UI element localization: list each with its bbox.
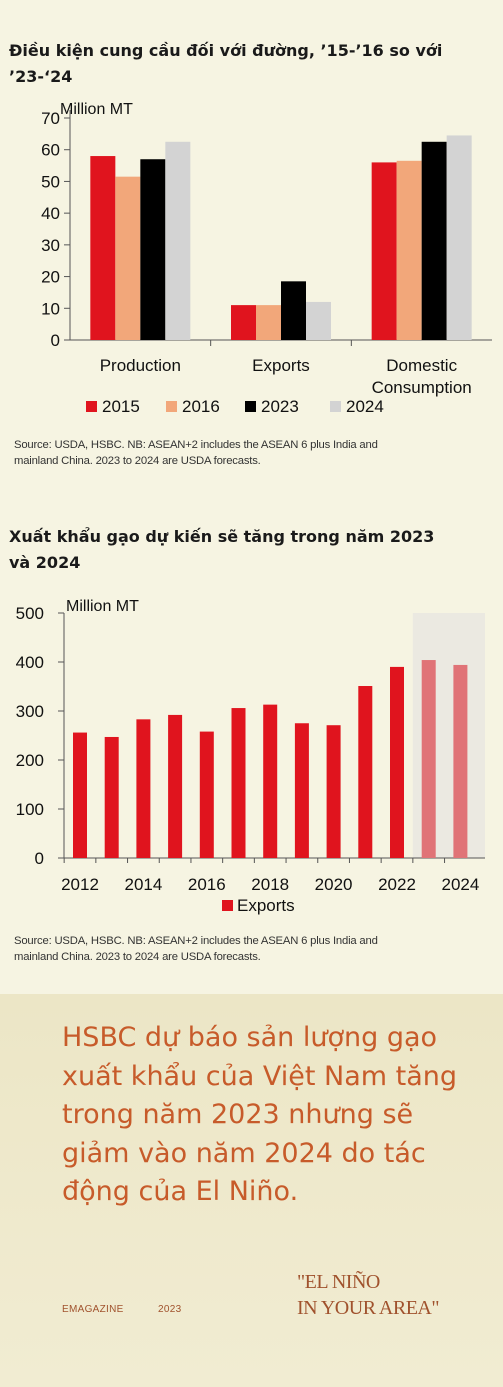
bar-2016-production bbox=[115, 176, 141, 340]
bar-exports-2015 bbox=[168, 714, 183, 858]
bar-exports-2020 bbox=[326, 725, 341, 858]
bar-2023-production bbox=[140, 159, 166, 340]
rice-chart-source-line2: mainland China. 2023 to 2024 are USDA fo… bbox=[14, 951, 261, 963]
legend-label-2016: 2016 bbox=[182, 397, 220, 416]
bar-exports-2013 bbox=[104, 736, 119, 858]
sugar-chart-source: Source: USDA, HSBC. NB: ASEAN+2 includes… bbox=[14, 437, 484, 469]
y-tick-label: 40 bbox=[41, 204, 60, 223]
quote-text: HSBC dự báo sản lượng gạo xuất khẩu của … bbox=[62, 1022, 458, 1207]
legend-swatch-2016 bbox=[166, 401, 177, 412]
bar-exports-2018 bbox=[263, 704, 278, 858]
y-tick-label: 70 bbox=[41, 109, 60, 128]
x-category-label: Domestic Consumption bbox=[372, 356, 472, 397]
rice-chart-heading: Xuất khẩu gạo dự kiến sẽ tăng trong năm … bbox=[9, 524, 434, 576]
y-tick-label: 100 bbox=[16, 800, 44, 819]
y-tick-label: 200 bbox=[16, 751, 44, 770]
bar-2016-exports bbox=[256, 305, 281, 340]
x-tick-label: 2018 bbox=[251, 875, 289, 894]
y-tick-label: 60 bbox=[41, 141, 60, 160]
y-tick-label: 300 bbox=[16, 702, 44, 721]
legend-swatch-2015 bbox=[86, 401, 97, 412]
x-tick-label: 2024 bbox=[441, 875, 479, 894]
rice-export-bar-chart: 0 100 200 300 400 500 Million MT 2012 2014 2016 20… bbox=[16, 598, 485, 915]
x-tick-label: 2020 bbox=[315, 875, 353, 894]
legend-swatch-exports bbox=[222, 900, 233, 911]
bar-2015-exports bbox=[231, 305, 256, 340]
y-tick-label: 0 bbox=[51, 331, 60, 350]
bar-2016-domestic-consumption bbox=[396, 160, 422, 340]
footer-tagline: "EL NIÑO IN YOUR AREA" bbox=[297, 1271, 440, 1319]
y-tick-label: 500 bbox=[16, 604, 44, 623]
sugar-bar-chart: 0 10 20 30 40 50 60 70 Million MT Production Expor… bbox=[41, 101, 492, 416]
sugar-chart-heading-line2: ’23-‘24 bbox=[9, 67, 73, 86]
legend-swatch-2023 bbox=[245, 401, 256, 412]
y-axis-label: Million MT bbox=[66, 598, 139, 615]
y-tick-label: 400 bbox=[16, 653, 44, 672]
sugar-chart-panel: Điều kiện cung cầu đối với đường, ’15-’1… bbox=[0, 0, 503, 500]
y-tick-label: 10 bbox=[41, 299, 60, 318]
bar-exports-2021 bbox=[358, 686, 373, 858]
rice-chart-heading-line1: Xuất khẩu gạo dự kiến sẽ tăng trong năm … bbox=[9, 527, 435, 546]
bar-exports-2022 bbox=[390, 666, 404, 858]
bar-2015-production bbox=[90, 156, 116, 340]
x-tick-label: 2014 bbox=[124, 875, 162, 894]
bar-2024-production bbox=[165, 141, 191, 340]
x-tick-label: 2016 bbox=[188, 875, 226, 894]
x-tick-label: 2022 bbox=[378, 875, 416, 894]
x-category-label-line: Exports bbox=[252, 356, 310, 375]
bar-exports-2017 bbox=[231, 708, 246, 858]
footer-year: 2023 bbox=[158, 1304, 182, 1315]
rice-chart-source-line1: Source: USDA, HSBC. NB: ASEAN+2 includes… bbox=[14, 935, 378, 947]
bar-2015-domestic-consumption bbox=[371, 162, 397, 340]
bar-2023-domestic-consumption bbox=[421, 141, 447, 340]
x-category-label: Exports bbox=[252, 356, 310, 375]
sugar-chart-heading-line1: Điều kiện cung cầu đối với đường, ’15-’1… bbox=[9, 41, 443, 60]
legend-label-2024: 2024 bbox=[346, 397, 384, 416]
bar-2024-exports bbox=[306, 301, 331, 340]
bar-exports-2024 bbox=[453, 664, 468, 858]
quote-panel: HSBC dự báo sản lượng gạo xuất khẩu của … bbox=[0, 994, 503, 1387]
bar-exports-2012 bbox=[73, 732, 87, 858]
footer-brand: EMAGAZINE bbox=[62, 1304, 124, 1315]
legend-swatch-2024 bbox=[330, 401, 341, 412]
sugar-chart-heading: Điều kiện cung cầu đối với đường, ’15-’1… bbox=[9, 38, 442, 90]
y-tick-label: 30 bbox=[41, 236, 60, 255]
sugar-chart-source-line1: Source: USDA, HSBC. NB: ASEAN+2 includes… bbox=[14, 439, 378, 451]
bar-2024-domestic-consumption bbox=[446, 135, 472, 340]
rice-chart-source: Source: USDA, HSBC. NB: ASEAN+2 includes… bbox=[14, 933, 484, 965]
y-tick-label: 50 bbox=[41, 172, 60, 191]
x-category-label-line: Production bbox=[100, 356, 181, 375]
legend-label-exports: Exports bbox=[237, 896, 295, 915]
x-tick-label: 2012 bbox=[61, 875, 99, 894]
bar-exports-2019 bbox=[294, 723, 309, 858]
x-category-label-line: Domestic bbox=[386, 356, 457, 375]
sugar-chart-source-line2: mainland China. 2023 to 2024 are USDA fo… bbox=[14, 455, 261, 467]
x-category-label-line: Consumption bbox=[372, 378, 472, 397]
bar-exports-2023 bbox=[421, 660, 436, 858]
bar-exports-2016 bbox=[199, 731, 214, 858]
y-tick-label: 20 bbox=[41, 268, 60, 287]
legend-label-2015: 2015 bbox=[102, 397, 140, 416]
rice-chart-heading-line2: và 2024 bbox=[9, 553, 81, 572]
y-tick-label: 0 bbox=[35, 849, 44, 868]
rice-export-chart-panel: Xuất khẩu gạo dự kiến sẽ tăng trong năm … bbox=[0, 500, 503, 994]
bar-exports-2014 bbox=[136, 719, 151, 858]
x-category-label: Production bbox=[100, 356, 181, 375]
legend-label-2023: 2023 bbox=[261, 397, 299, 416]
bar-2023-exports bbox=[281, 281, 306, 340]
y-axis-label: Million MT bbox=[60, 101, 133, 118]
